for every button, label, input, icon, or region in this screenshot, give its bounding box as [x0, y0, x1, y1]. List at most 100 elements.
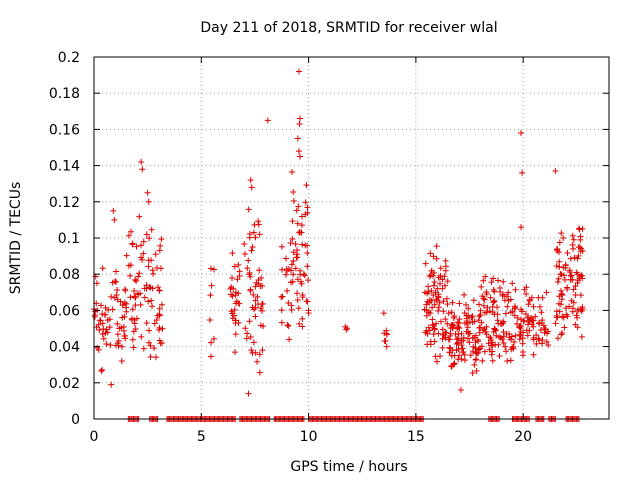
data-point [486, 308, 493, 315]
data-point [435, 307, 442, 314]
data-point [440, 298, 447, 305]
data-point [491, 325, 498, 332]
data-point [500, 319, 507, 326]
data-point [465, 305, 472, 312]
data-point [564, 284, 571, 291]
data-point [297, 153, 303, 160]
data-point [302, 199, 309, 206]
data-point [496, 333, 503, 340]
data-point [535, 335, 542, 342]
data-point [483, 291, 490, 298]
data-point [151, 320, 158, 327]
data-point [290, 198, 297, 205]
data-point [290, 271, 297, 278]
data-point [157, 340, 164, 347]
data-point [250, 229, 257, 236]
data-point [141, 294, 148, 301]
data-point [139, 166, 146, 173]
data-point [96, 326, 103, 333]
data-point [290, 258, 297, 265]
data-point [537, 326, 544, 333]
data-point [493, 332, 500, 339]
data-point [344, 325, 351, 332]
data-point [463, 301, 470, 308]
data-point [148, 226, 155, 233]
data-point [488, 351, 495, 358]
data-point [456, 324, 463, 331]
chart-title: Day 211 of 2018, SRMTID for receiver wla… [200, 20, 497, 36]
data-point [248, 184, 255, 191]
data-point [241, 250, 248, 257]
data-point [132, 302, 139, 309]
data-point [481, 309, 488, 316]
x-tick-label: 0 [90, 429, 99, 445]
data-point [423, 301, 430, 308]
data-point [427, 250, 434, 257]
data-point [282, 271, 289, 278]
data-point [430, 253, 437, 260]
data-point [422, 329, 429, 336]
data-point [499, 336, 506, 343]
data-point [304, 250, 311, 257]
data-point [435, 304, 442, 311]
data-point [278, 307, 285, 314]
data-point [255, 280, 262, 287]
data-point [437, 318, 444, 325]
data-point [98, 302, 105, 309]
data-point [574, 324, 581, 331]
data-point [520, 318, 527, 325]
data-point [383, 327, 390, 334]
data-point [579, 225, 586, 232]
data-point [437, 265, 444, 272]
data-point [528, 294, 535, 301]
y-tick-label: 0.12 [49, 195, 80, 211]
data-point [533, 340, 540, 347]
data-point [526, 318, 533, 325]
data-point [572, 283, 579, 290]
data-point [543, 289, 550, 296]
data-point [303, 298, 310, 305]
y-tick-label: 0.2 [58, 50, 80, 66]
data-point [487, 294, 494, 301]
data-point [494, 317, 501, 324]
data-point [245, 206, 252, 213]
data-point [149, 303, 156, 310]
data-point [538, 309, 545, 316]
data-point [121, 332, 128, 339]
data-point [296, 228, 303, 235]
data-point [450, 314, 457, 321]
data-point [123, 300, 130, 307]
data-point [295, 203, 302, 210]
data-point [99, 366, 106, 373]
data-point [149, 267, 156, 274]
data-point [481, 348, 488, 355]
data-point [576, 226, 583, 233]
data-point [490, 298, 497, 305]
data-point [444, 320, 451, 327]
data-point [156, 305, 163, 312]
data-point [256, 231, 263, 238]
data-point [439, 331, 446, 338]
data-point [488, 342, 495, 349]
data-point [442, 263, 449, 270]
data-point [558, 271, 565, 278]
data-point [453, 336, 460, 343]
data-point [491, 326, 498, 333]
data-point [430, 282, 437, 289]
data-point [558, 296, 565, 303]
data-point [157, 242, 164, 249]
data-point [140, 238, 147, 245]
data-point [129, 336, 136, 343]
data-point [108, 293, 115, 300]
data-point [296, 229, 303, 236]
data-point [466, 339, 473, 346]
data-point [106, 316, 113, 323]
data-point [428, 287, 435, 294]
data-point [574, 271, 581, 278]
data-point [567, 255, 574, 262]
data-point [297, 267, 304, 274]
data-point [442, 257, 449, 264]
data-point [452, 331, 459, 338]
x-tick-label: 20 [514, 429, 532, 445]
data-point [574, 314, 581, 321]
